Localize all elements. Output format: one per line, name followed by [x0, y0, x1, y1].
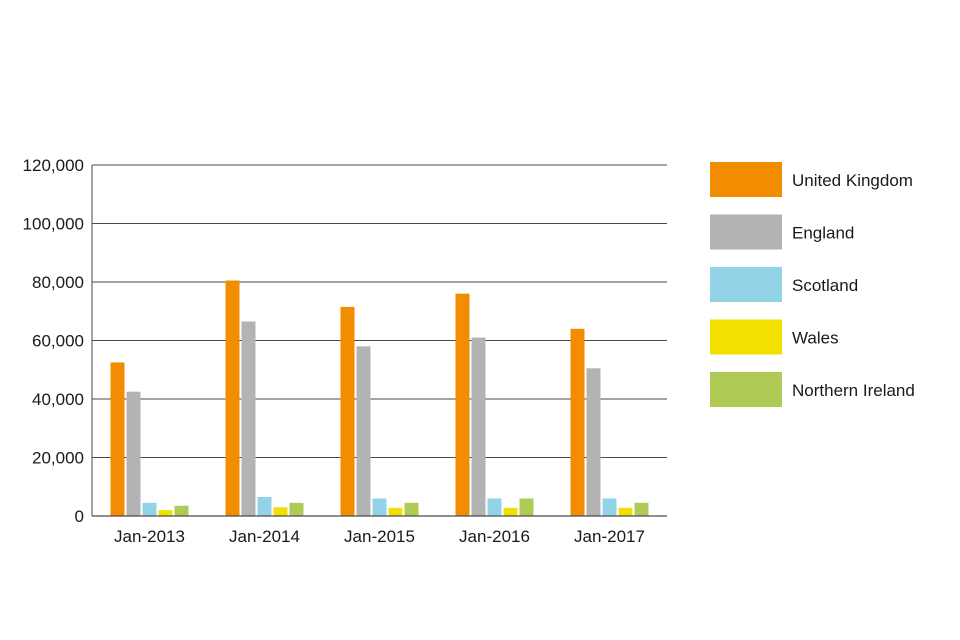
legend-swatch [710, 214, 782, 250]
bar [455, 293, 470, 516]
bar [225, 280, 240, 516]
legend-label: United Kingdom [792, 171, 913, 190]
x-tick-label: Jan-2013 [114, 527, 185, 546]
y-tick-label: 0 [75, 507, 84, 526]
gridlines [92, 164, 667, 517]
y-tick-label: 40,000 [32, 390, 84, 409]
bar [503, 507, 518, 516]
bar [471, 337, 486, 516]
legend-swatch [710, 162, 782, 197]
bar [174, 505, 189, 516]
legend-swatch [710, 267, 782, 302]
bar [487, 498, 502, 516]
bar [241, 321, 256, 516]
y-tick-label: 120,000 [23, 156, 84, 175]
bar [110, 362, 125, 516]
legend-label: Northern Ireland [792, 381, 915, 400]
bar [340, 306, 355, 516]
legend: United Kingdom England Scotland Wales Northe… [710, 162, 915, 407]
x-tick-label: Jan-2015 [344, 527, 415, 546]
bar [126, 391, 141, 516]
y-axis-tick-labels: 0 20,000 40,000 60,000 80,000 100,000 120,000 [23, 156, 84, 526]
bar [602, 498, 617, 516]
legend-swatch [710, 319, 782, 355]
x-axis-tick-labels: Jan-2013 Jan-2014 Jan-2015 Jan-2016 Jan-2017 [114, 527, 645, 546]
x-tick-label: Jan-2014 [229, 527, 300, 546]
x-tick-label: Jan-2016 [459, 527, 530, 546]
y-tick-label: 100,000 [23, 215, 84, 234]
bar [273, 507, 288, 516]
bar [404, 502, 419, 516]
legend-label: Wales [792, 329, 839, 348]
bar [289, 502, 304, 516]
y-tick-label: 20,000 [32, 449, 84, 468]
bar [586, 368, 601, 516]
bar [372, 498, 387, 516]
axes [91, 165, 667, 517]
y-tick-label: 80,000 [32, 273, 84, 292]
bar [257, 496, 272, 516]
bar [158, 510, 173, 516]
bar [519, 498, 534, 516]
bar [142, 502, 157, 516]
bar [388, 507, 403, 516]
bar [634, 502, 649, 516]
bars [110, 280, 649, 516]
legend-swatch [710, 372, 782, 407]
bar [356, 346, 371, 516]
legend-label: Scotland [792, 276, 858, 295]
y-tick-label: 60,000 [32, 332, 84, 351]
legend-label: England [792, 224, 854, 243]
bar [618, 507, 633, 516]
x-tick-label: Jan-2017 [574, 527, 645, 546]
bar [570, 328, 585, 516]
